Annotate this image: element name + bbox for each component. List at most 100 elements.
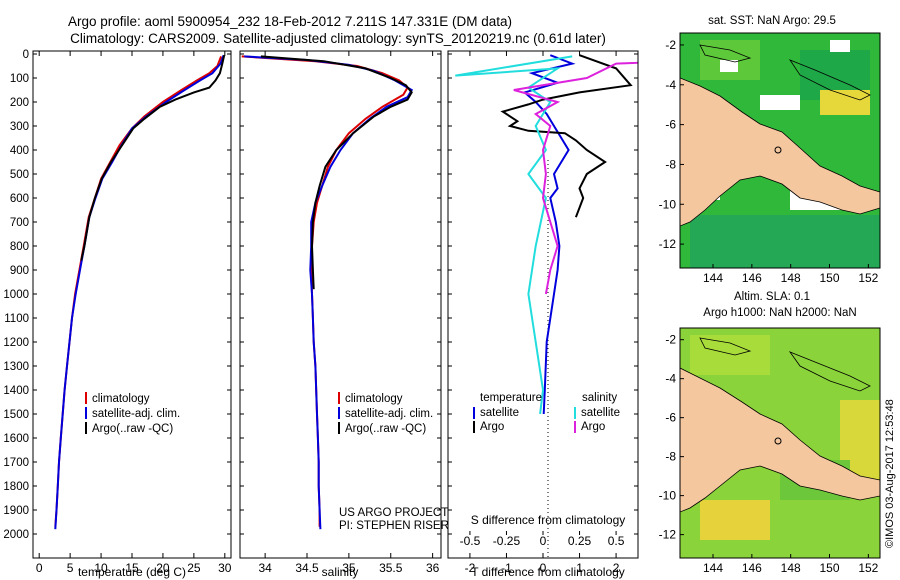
sla-map-title-1: Altim. SLA: 0.1: [734, 291, 810, 303]
s-diff-tick-label: 0.25: [568, 534, 592, 548]
depth-tick-label: 800: [10, 241, 29, 253]
depth-tick-label: 1400: [3, 385, 29, 397]
legend-label-argo: Argo(..raw -QC): [92, 423, 173, 435]
difference-series-group: [455, 54, 638, 415]
salinity-legend-label-satellite: satellite-adj. clim.: [345, 408, 433, 420]
salinity-difference-label: S difference from climatology: [471, 513, 626, 527]
sst-missing-patch: [830, 40, 850, 52]
depth-tick-label: 1200: [3, 337, 29, 349]
salinity-xtick-label: 35.5: [379, 561, 403, 575]
map-lon-tick-label: 152: [858, 561, 878, 575]
imos-timestamp: ©IMOS 03-Aug-2017 12:53:48: [884, 399, 896, 548]
salinity-legend-label-argo: Argo(..raw -QC): [345, 423, 426, 435]
depth-tick-label: 1500: [3, 409, 29, 421]
difference-series-s-satellite: [455, 55, 573, 415]
depth-tick-label: 0: [23, 49, 29, 61]
difference-x-axis: -2 -1 0 1 2: [465, 51, 620, 575]
salinity-axes-frame: [239, 50, 442, 559]
sst-field-patch: [690, 215, 880, 268]
sla-land-new-guinea: [680, 367, 880, 513]
s-diff-tick-label: 0: [540, 534, 547, 548]
salinity-xtick-label: 34.5: [295, 561, 319, 575]
sla-map-axes: 144 146 148 150 152 -2 -4 -6 -8 -10 -12: [659, 333, 879, 575]
sst-map-panel: sat. SST: NaN Argo: 29.5 144 146 148 150 152…: [659, 15, 881, 285]
map-lon-tick-label: 146: [742, 271, 762, 285]
map-lon-tick-label: 150: [819, 271, 839, 285]
depth-tick-label: 1900: [3, 505, 29, 517]
sla-warm-patch: [700, 500, 770, 540]
depth-tick-label: 1600: [3, 433, 29, 445]
difference-xtick-label: 1: [576, 561, 583, 575]
map-lat-tick-label: -10: [659, 489, 677, 503]
sst-missing-patch: [760, 95, 800, 110]
depth-tick-label: 1100: [4, 313, 29, 325]
sla-coastline-island: [699, 337, 752, 356]
salinity-difference-axis: -0.5 -0.25 0 0.25 0.5: [460, 531, 625, 548]
salinity-xtick-label: 35: [342, 561, 356, 575]
project-annotation: US ARGO PROJECT: [339, 507, 448, 519]
map-lat-tick-label: -2: [665, 38, 676, 52]
temperature-panel: 0100200300400500600700800900100011001200…: [3, 49, 231, 579]
argo-float-marker-sla: [774, 437, 782, 445]
depth-tick-label: 2000: [3, 529, 29, 541]
legend-label-climatology: climatology: [92, 393, 150, 405]
salinity-series-group: [241, 55, 414, 530]
s-diff-tick-label: -0.25: [493, 534, 521, 548]
salinity-legend: climatology satellite-adj. clim. Argo(..…: [338, 392, 433, 435]
sst-map-title: sat. SST: NaN Argo: 29.5: [708, 15, 836, 27]
salinity-series-satellite-adj-clim: [244, 55, 414, 530]
temperature-difference-label: T difference from climatology: [471, 565, 625, 579]
map-lat-tick-label: -8: [665, 450, 676, 464]
legend-label-s-satellite: satellite: [581, 407, 620, 419]
map-lon-tick-label: 148: [781, 561, 801, 575]
temperature-x-axis: 0 5 10 15 20 25 30: [36, 51, 232, 575]
map-lat-tick-label: -12: [659, 528, 677, 542]
difference-series-t-argo: [500, 54, 633, 218]
difference-series-t-satellite: [522, 54, 576, 415]
salinity-legend-label-climatology: climatology: [345, 393, 403, 405]
map-lat-tick-label: -10: [659, 197, 677, 211]
salinity-series-climatology: [241, 55, 409, 527]
map-lat-tick-label: -12: [659, 237, 677, 251]
temperature-series-climatology: [54, 56, 223, 527]
salinity-series-argo-raw-qc: [260, 55, 413, 290]
sla-map-title-2: Argo h1000: NaN h2000: NaN: [703, 307, 856, 319]
salinity-xlabel: salinity: [322, 565, 359, 579]
salinity-depth-ticks: [240, 53, 441, 535]
depth-tick-label: 500: [10, 169, 29, 181]
depth-tick-label: 600: [10, 193, 29, 205]
legend-label-s-argo: Argo: [581, 421, 605, 433]
difference-depth-ticks: [448, 53, 638, 535]
salinity-x-axis: 34 34.5 35 35.5 36: [258, 51, 440, 575]
temperature-series-satellite-adj-clim: [54, 54, 225, 530]
difference-series-s-argo: [513, 61, 638, 295]
depth-tick-label: 900: [10, 265, 29, 277]
title-line-1: Argo profile: aoml 5900954_232 18-Feb-20…: [68, 14, 512, 29]
temperature-xtick-label: 5: [67, 561, 74, 575]
sst-map-frame: [679, 32, 881, 269]
difference-panel: -2 -1 0 1 2 -0.5 -0.25 0 0.25 0.5 S difference f…: [447, 50, 639, 579]
map-lon-tick-label: 152: [858, 271, 878, 285]
sst-map-axes: 144 146 148 150 152 -2 -4 -6 -8 -10 -12: [659, 38, 879, 285]
depth-tick-label: 400: [10, 145, 29, 157]
depth-tick-label: 100: [10, 73, 29, 85]
difference-xtick-label: -2: [465, 561, 476, 575]
argo-float-marker: [774, 146, 782, 154]
temperature-xtick-label: 25: [187, 561, 201, 575]
map-lat-tick-label: -6: [665, 118, 676, 132]
depth-tick-label: 1300: [3, 361, 29, 373]
depth-tick-label: 200: [10, 97, 29, 109]
temperature-series-argo-raw-qc: [80, 54, 226, 261]
pi-annotation: PI: STEPHEN RISER: [339, 520, 449, 532]
map-lon-tick-label: 150: [819, 561, 839, 575]
difference-xtick-label: -1: [501, 561, 512, 575]
sla-map-frame: [679, 327, 881, 559]
map-lat-tick-label: -8: [665, 157, 676, 171]
depth-tick-label: 1800: [3, 481, 29, 493]
temperature-xtick-label: 15: [125, 561, 139, 575]
legend-label-satellite: satellite-adj. clim.: [92, 408, 180, 420]
depth-axis: 0 100 200 300 400 500 600 700 800 900 1000 1100 1200…: [3, 49, 231, 541]
legend-label-t-argo: Argo: [480, 421, 504, 433]
sst-missing-patch: [720, 60, 738, 72]
